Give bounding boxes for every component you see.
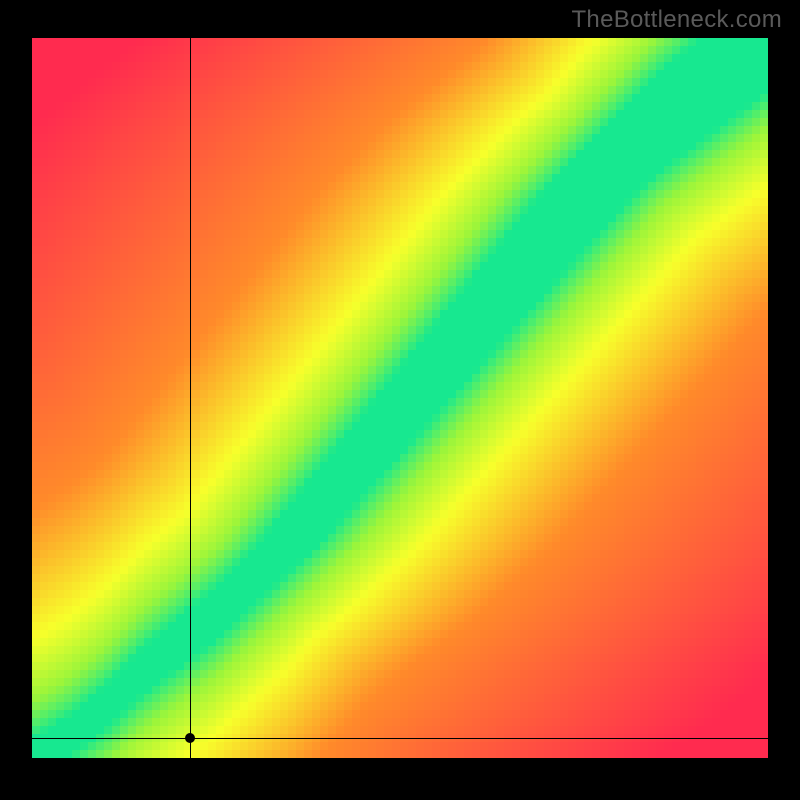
crosshair-horizontal: [32, 738, 768, 739]
watermark-text: TheBottleneck.com: [571, 6, 782, 34]
heatmap-canvas: [32, 38, 768, 758]
crosshair-vertical: [190, 38, 191, 758]
crosshair-dot: [185, 733, 195, 743]
bottleneck-heatmap: [32, 38, 768, 758]
